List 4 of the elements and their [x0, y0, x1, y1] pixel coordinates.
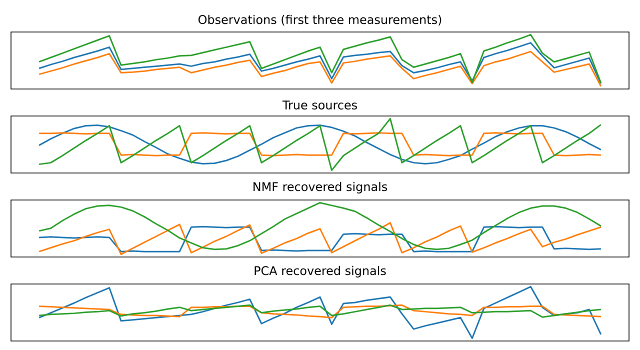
chart-title: Observations (first three measurements) [198, 14, 442, 26]
chart-title: PCA recovered signals [254, 266, 386, 278]
chart-title: NMF recovered signals [254, 182, 388, 194]
chart-title: True sources [282, 100, 357, 110]
